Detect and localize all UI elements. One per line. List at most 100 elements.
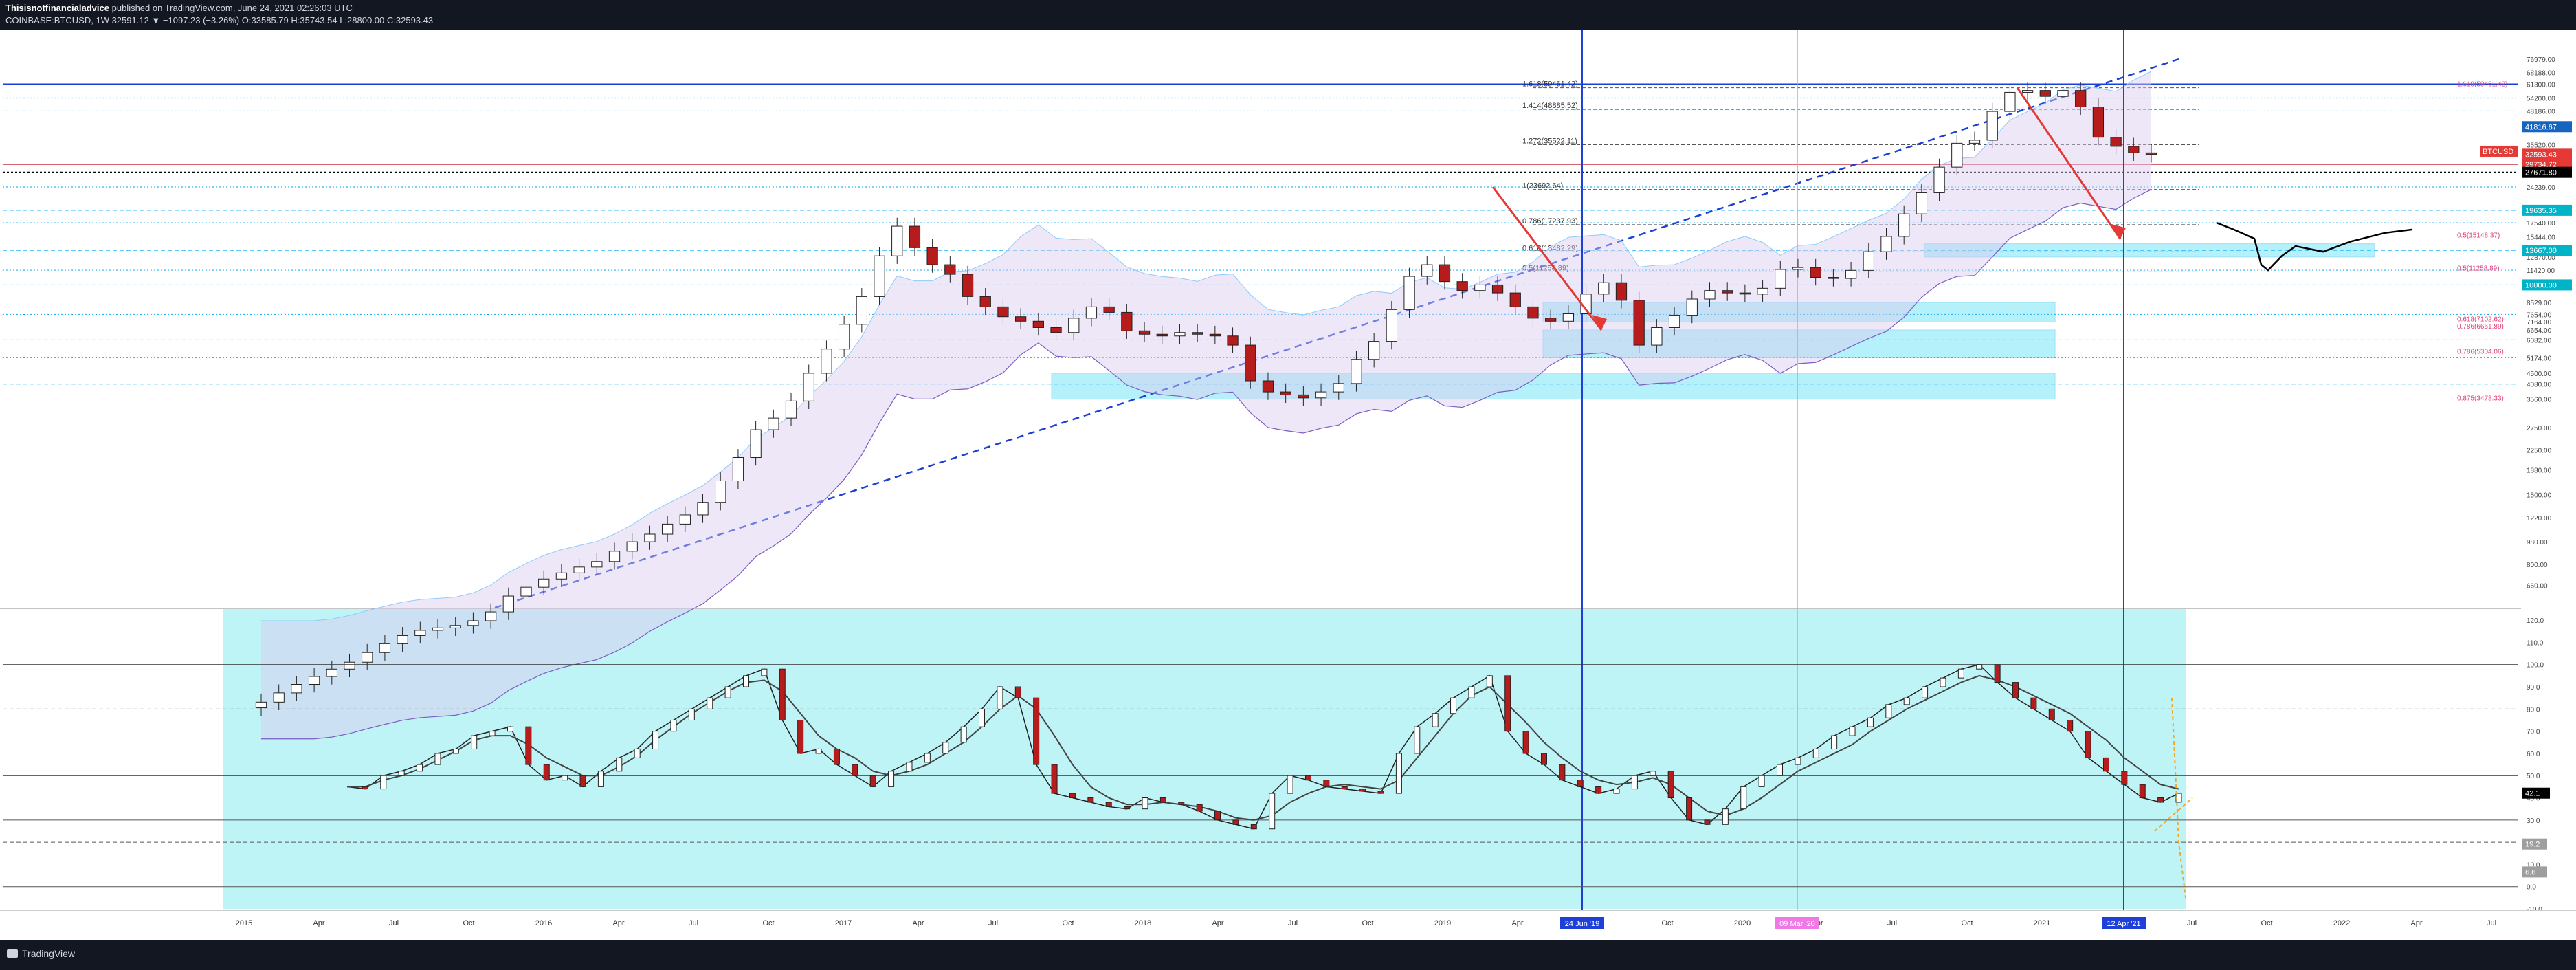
rsi-candle-down: [1359, 789, 1366, 792]
candle-up: [1068, 318, 1080, 333]
candle-up: [1880, 236, 1892, 252]
price-tick-label: 7654.00: [2527, 311, 2552, 319]
arrow-head-icon: [2111, 223, 2126, 239]
rsi-candle-up: [1849, 726, 1856, 736]
rsi-candle-up: [815, 748, 822, 754]
candle-up: [308, 676, 320, 685]
author-name[interactable]: Thisisnotfinancialadvice: [5, 3, 109, 13]
rsi-candle-up: [1650, 771, 1656, 776]
rsi-candle-down: [2085, 731, 2091, 758]
rsi-candle-down: [1087, 797, 1094, 803]
time-tick-label: Jul: [2187, 919, 2197, 927]
candle-up: [1968, 140, 1981, 144]
publish-info: Thisisnotfinancialadvice published on Tr…: [5, 3, 353, 13]
rsi-candle-up: [1740, 786, 1747, 810]
candle-down: [1810, 267, 1821, 278]
time-tick-label: Apr: [1511, 919, 1523, 927]
candle-down: [1245, 344, 1256, 382]
time-tick-label: Jul: [2487, 919, 2496, 927]
candle-up: [2021, 90, 2034, 93]
time-tick-label: 2019: [1434, 919, 1451, 927]
candle-up: [1403, 276, 1415, 310]
candle-down: [1545, 318, 1557, 322]
rsi-candle-up: [1957, 668, 1964, 679]
candle-up: [1085, 306, 1098, 319]
rsi-candle-down: [1214, 811, 1221, 821]
rsi-tick-label: 0.0: [2527, 884, 2536, 892]
price-tick-label: 7164.00: [2527, 319, 2552, 327]
rsi-candle-down: [362, 786, 368, 790]
candle-down: [1227, 335, 1239, 346]
time-tick-label: Oct: [2261, 919, 2272, 927]
candle-up: [485, 611, 497, 621]
candle-up: [768, 417, 779, 430]
candle-up: [414, 630, 426, 636]
candle-up: [626, 541, 638, 552]
rsi-candle-down: [2067, 719, 2074, 732]
candle-up: [1686, 298, 1698, 316]
candle-down: [1527, 306, 1539, 319]
price-tick-label: 68188.00: [2527, 70, 2555, 78]
price-tick-label: 54200.00: [2527, 96, 2555, 103]
rsi-candle-up: [688, 708, 695, 720]
ma-band: [261, 71, 2151, 739]
rsi-candle-up: [471, 735, 478, 749]
candle-up: [1916, 192, 1928, 214]
rsi-tick-label: 10.0: [2527, 861, 2540, 869]
price-badge-label: 10000.00: [2525, 281, 2557, 289]
rsi-candle-down: [525, 726, 532, 765]
candle-down: [1050, 327, 1062, 333]
time-tick-label: Jul: [1288, 919, 1298, 927]
rsi-highlight-zone: [223, 609, 2186, 909]
rsi-last-label: 42.1: [2525, 790, 2540, 798]
price-badge-label: 13667.00: [2525, 247, 2557, 255]
candle-down: [1509, 292, 1521, 307]
time-tick-label: Apr: [1212, 919, 1223, 927]
price-tick-label: 35520.00: [2527, 142, 2555, 150]
date-highlight-label: 24 Jun '19: [1565, 920, 1599, 928]
rsi-candle-up: [398, 771, 405, 776]
candle-up: [1351, 359, 1362, 384]
rsi-candle-up: [1976, 664, 1983, 670]
rsi-candle-up: [452, 748, 459, 754]
candle-up: [555, 572, 568, 580]
rsi-candle-up: [979, 708, 986, 727]
price-badge: [2522, 245, 2572, 256]
candle-down: [1121, 311, 1133, 331]
price-tick-label: 6082.00: [2527, 337, 2552, 344]
price-tick-label: 12870.00: [2527, 254, 2555, 262]
rsi-level-badge-label: 6.6: [2525, 868, 2535, 877]
candle-up: [697, 502, 709, 516]
rsi-candle-down: [1069, 793, 1076, 799]
time-tick-label: Jul: [689, 919, 698, 927]
candle-up: [432, 627, 444, 631]
candle-down: [1103, 306, 1115, 313]
tradingview-logo[interactable]: TradingView: [7, 948, 75, 959]
candle-up: [732, 457, 744, 482]
price-badge: [2522, 204, 2572, 216]
time-tick-label: Oct: [1961, 919, 1973, 927]
chart-svg[interactable]: 1.618(59461.42) 1.414(48885.52) 1.272(3552…: [0, 30, 2576, 940]
rsi-candle-up: [707, 697, 713, 709]
rsi-candle-up: [1795, 757, 1801, 765]
candle-down: [1615, 282, 1628, 301]
rsi-candle-down: [2121, 771, 2128, 785]
candle-up: [1863, 251, 1874, 271]
candle-up: [502, 595, 514, 613]
rsi-candle-down: [2012, 682, 2019, 698]
time-tick-label: 2017: [835, 919, 852, 927]
tradingview-icon: [7, 949, 18, 958]
rsi-candle-up: [670, 719, 677, 732]
rsi-candle-down: [2030, 697, 2037, 709]
price-badge: [2522, 148, 2572, 160]
candle-up: [1668, 315, 1680, 328]
time-tick-label: Oct: [1362, 919, 1373, 927]
candle-up: [1386, 309, 1397, 342]
candle-down: [1192, 332, 1203, 335]
price-tick-label: 15444.00: [2527, 234, 2555, 242]
price-tick-label: 660.00: [2527, 583, 2548, 591]
rsi-candle-up: [906, 762, 913, 772]
rsi-tick-label: 90.0: [2527, 684, 2540, 692]
chart-area[interactable]: 1.618(59461.42) 1.414(48885.52) 1.272(3552…: [0, 30, 2576, 940]
rsi-candle-up: [434, 753, 441, 765]
